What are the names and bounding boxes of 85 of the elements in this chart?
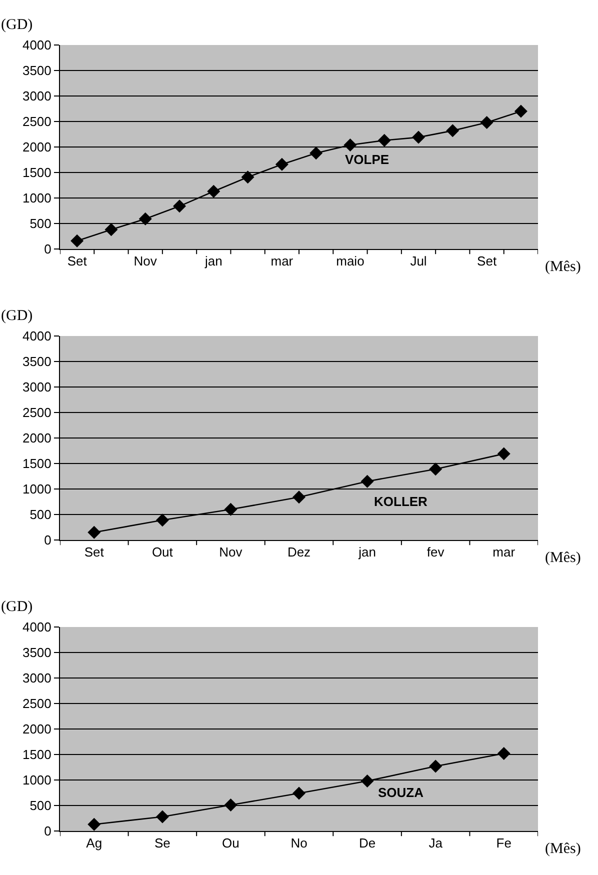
point (514, 104, 528, 118)
point (446, 124, 460, 138)
point (275, 158, 288, 171)
y-tick-label: 3000 (22, 88, 52, 104)
y-tick-label: 0 (44, 824, 52, 839)
x-tick-label: No (290, 836, 308, 851)
x-tick-label: Ag (86, 836, 102, 851)
y-tick-label: 1500 (22, 456, 52, 472)
y-tick-label: 3000 (22, 670, 52, 686)
point (480, 116, 494, 130)
y-tick-label: 2000 (22, 722, 52, 737)
y-tick-label: 3500 (22, 63, 52, 78)
x-tick-label: Jul (410, 254, 427, 269)
y-tick-label: 2000 (22, 430, 52, 446)
point (412, 130, 425, 144)
y-tick-label: 1500 (22, 165, 52, 180)
x-axis-title: (Mês) (545, 841, 581, 857)
y-tick-label: 3500 (22, 645, 52, 660)
y-tick-label: 1000 (22, 772, 52, 788)
y-tick-label: 4000 (22, 620, 52, 635)
point (207, 184, 220, 198)
x-tick-label: Set (67, 254, 88, 269)
y-tick-label: 500 (30, 216, 52, 232)
point (429, 462, 442, 476)
point (173, 200, 186, 213)
y-axis-title: (GD) (1, 308, 33, 324)
y-tick-label: 3000 (22, 380, 52, 395)
x-tick-label: Set (477, 254, 497, 269)
x-tick-label: Ja (428, 836, 444, 851)
y-tick-label: 1000 (22, 190, 52, 206)
point (138, 212, 152, 226)
y-tick-label: 2500 (22, 696, 52, 712)
y-tick-label: 0 (44, 532, 52, 548)
y-axis-title: (GD) (1, 17, 33, 33)
point (497, 447, 510, 460)
x-tick-label: jan (358, 544, 376, 560)
x-axis-title: (Mês) (545, 259, 581, 275)
y-tick-label: 1500 (22, 747, 52, 762)
point (360, 474, 374, 488)
point (344, 138, 357, 152)
point (360, 774, 374, 788)
point (156, 514, 169, 527)
x-tick-label: mar (270, 254, 294, 269)
y-tick-label: 1000 (22, 482, 52, 497)
point (156, 810, 169, 824)
point (310, 146, 323, 160)
x-tick-label: jan (204, 254, 222, 269)
x-tick-label: Ou (222, 836, 240, 851)
y-tick-label: 500 (30, 507, 52, 522)
point (497, 746, 510, 760)
y-tick-label: 3500 (22, 354, 52, 370)
point (88, 818, 101, 831)
y-tick-label: 4000 (22, 38, 52, 53)
y-tick-label: 2000 (22, 140, 52, 155)
y-tick-label: 2500 (22, 405, 52, 420)
series-label: SOUZA (378, 785, 424, 800)
x-tick-label: Nov (219, 544, 243, 560)
point (224, 502, 238, 516)
x-tick-label: Out (152, 544, 174, 560)
point (378, 134, 391, 147)
series-label: KOLLER (374, 494, 428, 509)
x-tick-label: Nov (134, 254, 158, 269)
point (292, 490, 306, 504)
x-axis-title: (Mês) (545, 550, 581, 566)
y-tick-label: 0 (44, 242, 52, 257)
point (88, 526, 101, 539)
point (429, 760, 442, 773)
x-tick-label: mar (492, 544, 516, 560)
y-tick-label: 4000 (22, 328, 52, 344)
x-tick-label: maio (336, 254, 364, 269)
x-tick-label: fev (426, 544, 445, 560)
series-label: VOLPE (345, 152, 390, 167)
point (70, 234, 84, 248)
x-tick-label: Se (154, 836, 170, 851)
y-tick-label: 500 (30, 798, 52, 814)
x-tick-label: Fe (496, 836, 512, 851)
point (104, 223, 118, 236)
x-tick-label: De (358, 836, 376, 851)
x-tick-label: Dez (287, 544, 311, 560)
point (241, 170, 254, 184)
x-tick-label: Set (84, 544, 104, 560)
point (292, 786, 306, 800)
point (224, 798, 238, 812)
y-tick-label: 2500 (22, 114, 52, 130)
y-axis-title: (GD) (1, 599, 33, 615)
